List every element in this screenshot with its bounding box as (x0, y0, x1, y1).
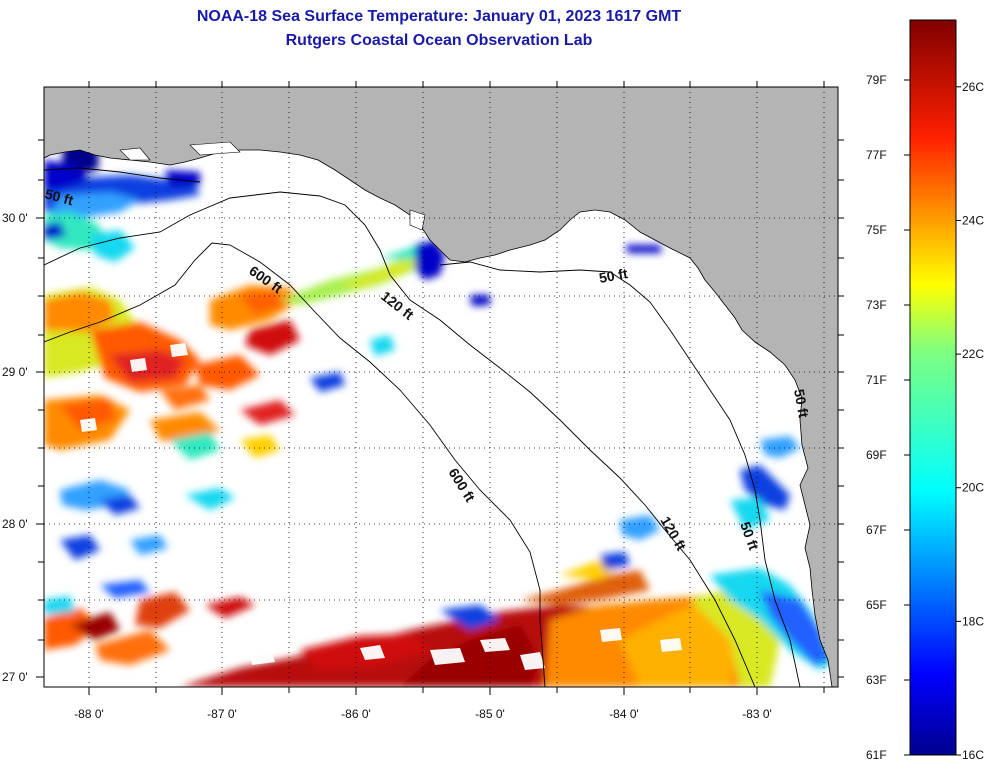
colorbar-f-label: 77F (866, 148, 887, 162)
colorbar-f-label: 67F (866, 523, 887, 537)
lon-label-85: -85 0' (475, 707, 505, 721)
sst-data-layer (44, 95, 835, 687)
lon-label-86: -86 0' (341, 707, 371, 721)
colorbar-c-label: 26C (962, 80, 984, 94)
lat-label-28: 28 0' (2, 517, 28, 531)
colorbar-gradient (909, 19, 957, 756)
lat-label-30: 30 0' (2, 211, 28, 225)
contour-120ft (44, 191, 756, 687)
lon-label-88: -88 0' (74, 707, 104, 721)
colorbar-f-label: 71F (866, 373, 887, 387)
graticule (44, 87, 838, 687)
colorbar-c-label: 18C (962, 614, 984, 628)
colorbar-f-label: 65F (866, 598, 887, 612)
colorbar-f-label: 79F (866, 73, 887, 87)
colorbar-f-label: 63F (866, 673, 887, 687)
lon-label-87: -87 0' (207, 707, 237, 721)
bathymetry-contours (44, 167, 801, 687)
colorbar-c-label: 24C (962, 213, 984, 227)
contour-label-50ft-west: 50 ft (43, 185, 75, 208)
map-frame (43, 86, 839, 688)
colorbar: 79F 77F 75F 73F 71F 69F 67F 65F 63F 61F 26C 24C 22C… (866, 19, 984, 762)
colorbar-f-label: 69F (866, 448, 887, 462)
lat-label-27: 27 0' (2, 670, 28, 684)
colorbar-f-label: 75F (866, 223, 887, 237)
colorbar-c-label: 22C (962, 347, 984, 361)
colorbar-c-label: 20C (962, 481, 984, 495)
lat-label-29: 29 0' (2, 365, 28, 379)
colorbar-c-label: 16C (962, 748, 984, 762)
contour-50ft (439, 261, 801, 687)
chart-title: NOAA-18 Sea Surface Temperature: January… (196, 8, 682, 25)
lon-label-84: -84 0' (609, 707, 639, 721)
colorbar-f-label: 61F (866, 748, 887, 762)
colorbar-f-label: 73F (866, 298, 887, 312)
chart-subtitle: Rutgers Coastal Ocean Observation Lab (285, 32, 593, 49)
contour-label-50ft-north: 50 ft (598, 265, 629, 286)
axis-ticks (36, 81, 844, 695)
lon-label-83: -83 0' (742, 707, 772, 721)
contour-600ft-west (44, 242, 546, 687)
contour-label-50ft-east: 50 ft (791, 388, 812, 419)
